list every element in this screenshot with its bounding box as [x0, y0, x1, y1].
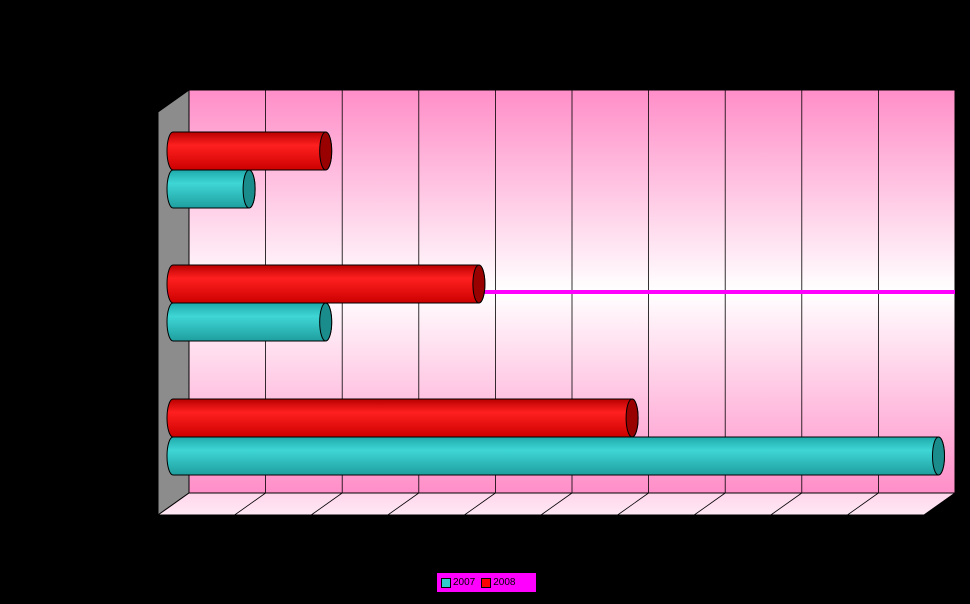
floor-gridline: [464, 492, 496, 516]
legend-swatch-2008: [481, 577, 492, 588]
floor-gridline: [770, 492, 803, 516]
floor-gridline: [310, 492, 343, 516]
bar-2007-1: [166, 302, 333, 342]
bar-end-cap: [931, 436, 945, 476]
bar-body: [166, 264, 486, 304]
floor-gridline: [540, 492, 573, 516]
bar-body: [166, 131, 333, 171]
legend-label-2008: 2008: [493, 577, 516, 588]
floor-gridline: [387, 492, 420, 516]
bar-body: [166, 302, 333, 342]
floor-gridline: [617, 492, 649, 516]
legend-swatch-2007: [441, 577, 451, 588]
floor-gridline: [847, 492, 879, 516]
bar-body: [166, 436, 945, 476]
bar-body: [166, 169, 256, 209]
bar-end-cap: [242, 169, 256, 209]
legend-item-2007: 2007: [441, 577, 475, 588]
bar-2008-2: [166, 398, 639, 438]
bar-end-cap: [319, 302, 333, 342]
floor-gridline: [234, 492, 266, 516]
legend-label-2007: 2007: [453, 577, 476, 588]
bar-2007-2: [166, 436, 945, 476]
bar-end-cap: [472, 264, 486, 304]
bar-2007-0: [166, 169, 256, 209]
bar-end-cap: [319, 131, 333, 171]
bar-2008-0: [166, 131, 333, 171]
bar-2008-1: [166, 264, 486, 304]
bar-body: [166, 398, 639, 438]
floor-gridline: [693, 492, 726, 516]
legend-item-2008: 2008: [481, 577, 516, 588]
bar-end-cap: [625, 398, 639, 438]
legend: 2007 2008: [437, 573, 536, 592]
